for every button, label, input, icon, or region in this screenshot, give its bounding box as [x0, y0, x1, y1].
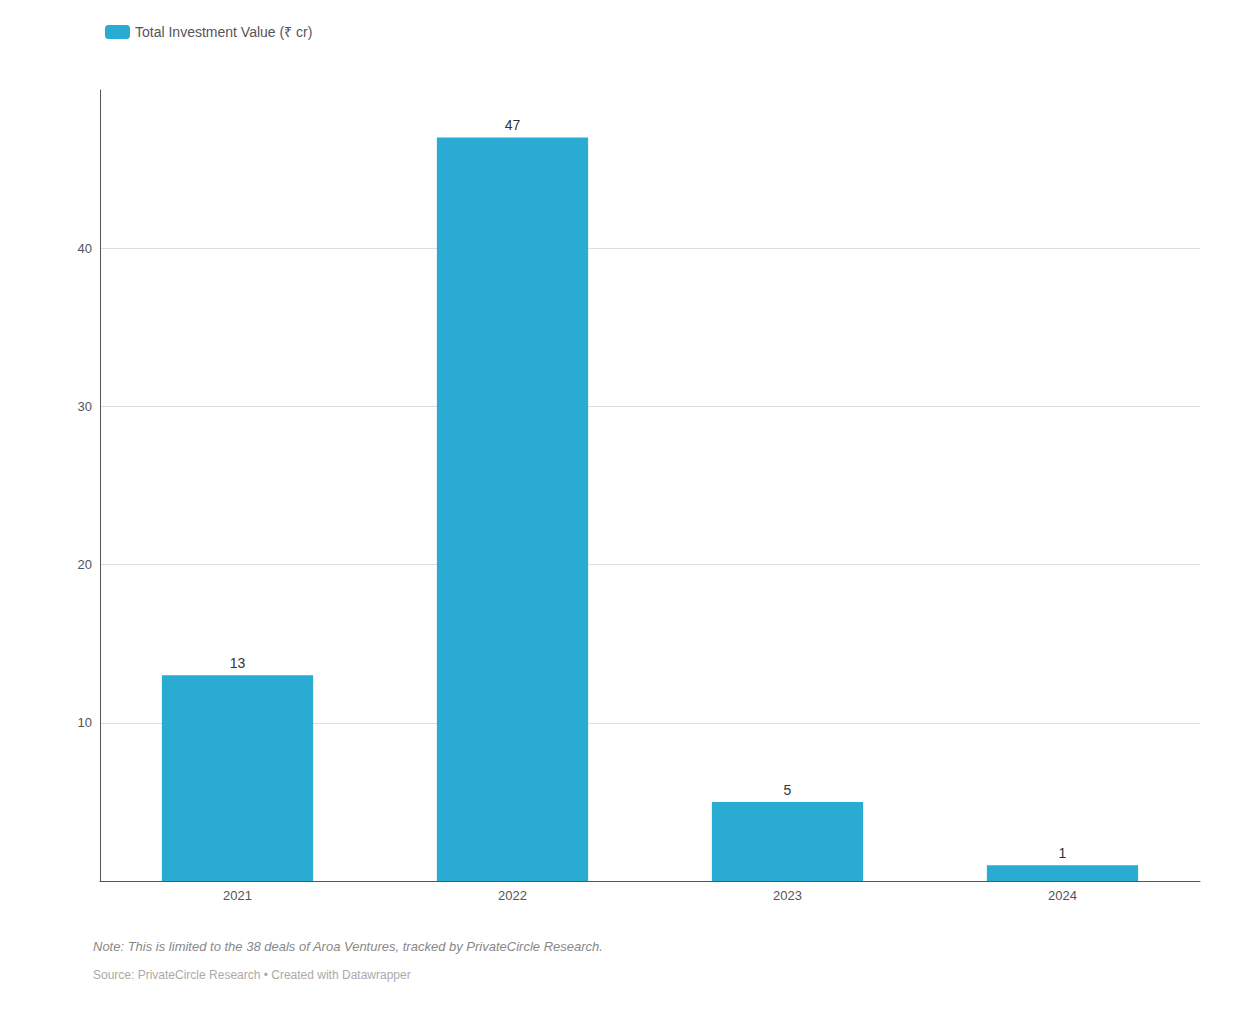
- svg-text:2021: 2021: [223, 888, 252, 903]
- svg-text:2024: 2024: [1048, 888, 1077, 903]
- svg-text:13: 13: [230, 655, 246, 671]
- svg-text:40: 40: [78, 241, 92, 256]
- svg-text:1: 1: [1059, 845, 1067, 861]
- svg-text:2022: 2022: [498, 888, 527, 903]
- svg-text:Total Investment Value (₹ cr): Total Investment Value (₹ cr): [135, 24, 312, 40]
- svg-text:5: 5: [784, 782, 792, 798]
- svg-text:20: 20: [78, 557, 92, 572]
- svg-text:10: 10: [78, 715, 92, 730]
- svg-text:Source: PrivateCircle Research: Source: PrivateCircle Research • Created…: [93, 968, 411, 982]
- svg-text:47: 47: [505, 117, 521, 133]
- svg-text:Note: This is limited to the 3: Note: This is limited to the 38 deals of…: [93, 939, 603, 954]
- svg-text:2023: 2023: [773, 888, 802, 903]
- svg-text:30: 30: [78, 399, 92, 414]
